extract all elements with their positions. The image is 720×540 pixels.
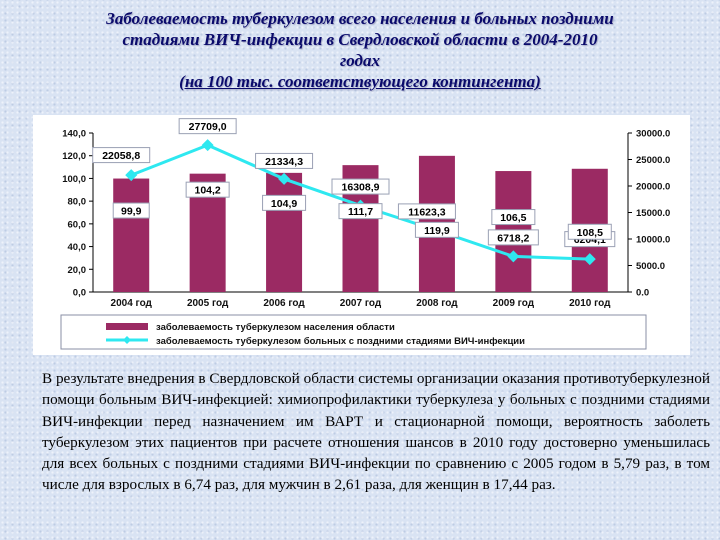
bar-data-label: 104,2 bbox=[195, 185, 221, 197]
bar-data-label: 111,7 bbox=[348, 206, 373, 218]
line-data-label: 16308,9 bbox=[342, 182, 380, 194]
x-axis-tick-label: 2006 год bbox=[263, 298, 305, 309]
right-axis-tick-label: 25000.0 bbox=[636, 155, 670, 166]
title-line-3: годах bbox=[340, 51, 380, 70]
bar-data-label-box bbox=[185, 181, 230, 198]
left-axis-tick-label: 40,0 bbox=[68, 242, 87, 253]
right-axis-tick-label: 10000.0 bbox=[636, 235, 670, 246]
right-axis-tick-label: 5000.0 bbox=[636, 261, 665, 272]
x-axis-tick-label: 2009 год bbox=[493, 298, 535, 309]
bar-data-label: 108,5 bbox=[577, 227, 603, 239]
slide-title: Заболеваемость туберкулезом всего населе… bbox=[30, 8, 690, 92]
bar-data-label-box bbox=[567, 223, 612, 240]
legend-label-line: заболеваемость туберкулезом больных с по… bbox=[156, 336, 525, 347]
legend-label-bars: заболеваемость туберкулезом населения об… bbox=[156, 322, 395, 333]
title-line-1: Заболеваемость туберкулезом всего населе… bbox=[106, 9, 614, 28]
line-point bbox=[201, 139, 214, 152]
body-paragraph: В результате внедрения в Свердловской об… bbox=[42, 370, 710, 494]
line-data-label-box bbox=[487, 229, 539, 246]
bar-data-label: 106,5 bbox=[500, 212, 526, 224]
left-axis-tick-label: 80,0 bbox=[68, 197, 87, 208]
left-axis-tick-label: 60,0 bbox=[68, 219, 87, 230]
line-point bbox=[125, 169, 138, 182]
bar bbox=[113, 178, 150, 292]
combo-chart: 0,0 20,0 40,0 60,0 80,0 100,0 120,0 140,0 0.0 500… bbox=[60, 118, 670, 350]
bar bbox=[266, 172, 303, 292]
title-line-4: (на 100 тыс. соответствующего контингент… bbox=[179, 72, 541, 91]
line-data-label-box bbox=[397, 203, 456, 220]
legend-swatch-marker bbox=[123, 336, 131, 344]
line-point bbox=[583, 253, 596, 266]
x-axis-tick-label: 2008 год bbox=[416, 298, 458, 309]
left-axis-tick-label: 20,0 bbox=[68, 265, 87, 276]
left-axis-tick-label: 120,0 bbox=[62, 151, 86, 162]
legend-box bbox=[60, 314, 647, 350]
right-axis-tick-label: 0.0 bbox=[636, 288, 649, 299]
x-axis-tick-label: 2010 год bbox=[569, 298, 611, 309]
bar-data-label-box bbox=[491, 209, 536, 226]
bar-data-label-box bbox=[414, 221, 459, 238]
title-line-2: стадиями ВИЧ-инфекции в Свердловской обл… bbox=[122, 30, 598, 49]
left-axis-tick-label: 0,0 bbox=[73, 288, 86, 299]
left-axis-tick-label: 100,0 bbox=[62, 174, 86, 185]
line-data-label-box bbox=[255, 152, 314, 169]
line-data-label-box bbox=[178, 118, 237, 135]
legend-swatch-bars bbox=[106, 323, 148, 330]
right-axis-tick-label: 15000.0 bbox=[636, 208, 670, 219]
line-data-label: 21334,3 bbox=[265, 156, 303, 168]
bar-data-label-box bbox=[112, 202, 150, 219]
bar-data-label: 99,9 bbox=[121, 206, 142, 218]
x-axis-tick-label: 2007 год bbox=[340, 298, 382, 309]
x-axis-tick-label: 2005 год bbox=[187, 298, 229, 309]
line-data-label: 11623,3 bbox=[408, 206, 446, 218]
bar-data-label: 104,9 bbox=[271, 198, 297, 210]
bar-data-label-box bbox=[338, 203, 383, 220]
left-axis-tick-label: 140,0 bbox=[62, 129, 86, 140]
right-axis-tick-label: 30000.0 bbox=[636, 129, 670, 140]
line-data-label: 6718,2 bbox=[497, 232, 529, 244]
right-axis-tick-label: 20000.0 bbox=[636, 182, 670, 193]
line-data-label-box bbox=[92, 147, 151, 164]
line-data-label: 22058,8 bbox=[102, 150, 140, 162]
line-data-label-box bbox=[331, 178, 390, 195]
line-point bbox=[507, 250, 520, 263]
bar-data-label-box bbox=[262, 194, 307, 211]
line-data-label: 27709,0 bbox=[189, 121, 227, 133]
chart-area: 0,0 20,0 40,0 60,0 80,0 100,0 120,0 140,0 0.0 500… bbox=[33, 115, 690, 355]
line-point bbox=[278, 172, 291, 185]
bar-data-label: 119,9 bbox=[424, 225, 450, 237]
x-axis-tick-label: 2004 год bbox=[111, 298, 153, 309]
